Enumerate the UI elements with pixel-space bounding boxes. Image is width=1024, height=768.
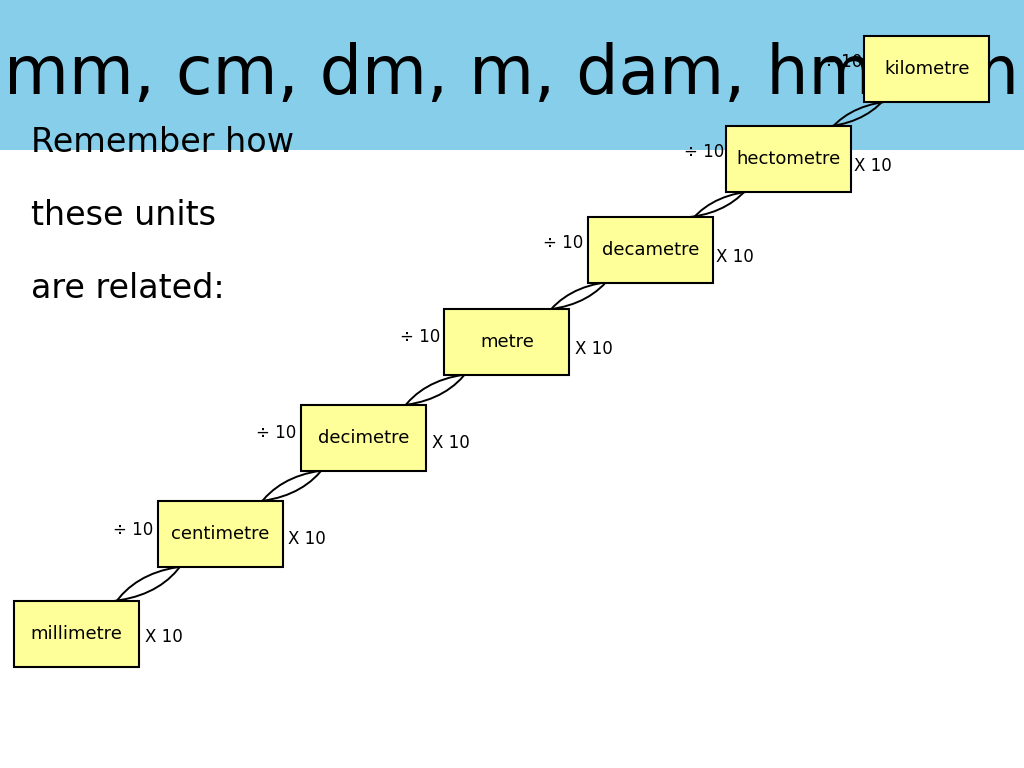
FancyArrowPatch shape <box>97 502 202 602</box>
Text: mm, cm, dm, m, dam, hm, km: mm, cm, dm, m, dam, hm, km <box>4 42 1020 108</box>
FancyBboxPatch shape <box>588 217 713 283</box>
FancyBboxPatch shape <box>726 126 851 192</box>
Text: X 10: X 10 <box>145 628 182 646</box>
FancyArrowPatch shape <box>241 406 345 502</box>
Text: millimetre: millimetre <box>31 624 123 643</box>
Text: decimetre: decimetre <box>317 429 410 447</box>
FancyArrowPatch shape <box>384 310 488 406</box>
Text: centimetre: centimetre <box>171 525 269 543</box>
Text: metre: metre <box>480 333 534 351</box>
FancyArrowPatch shape <box>807 101 906 190</box>
Text: ÷ 10: ÷ 10 <box>684 143 724 161</box>
FancyArrowPatch shape <box>669 190 768 281</box>
Text: decametre: decametre <box>601 240 699 259</box>
Text: ÷ 10: ÷ 10 <box>399 327 440 346</box>
FancyBboxPatch shape <box>444 309 569 375</box>
Text: are related:: are related: <box>31 272 224 304</box>
FancyArrowPatch shape <box>809 38 908 127</box>
FancyBboxPatch shape <box>864 36 989 102</box>
FancyBboxPatch shape <box>301 405 426 471</box>
FancyBboxPatch shape <box>0 0 1024 150</box>
Text: X 10: X 10 <box>716 248 754 266</box>
Text: ÷ 10: ÷ 10 <box>113 521 154 539</box>
Text: kilometre: kilometre <box>884 60 970 78</box>
Text: X 10: X 10 <box>289 530 326 548</box>
Text: ÷ 10: ÷ 10 <box>256 423 297 442</box>
Text: hectometre: hectometre <box>736 150 841 168</box>
FancyBboxPatch shape <box>14 601 139 667</box>
FancyArrowPatch shape <box>525 281 630 373</box>
Text: X 10: X 10 <box>575 339 612 358</box>
FancyArrowPatch shape <box>382 373 486 469</box>
Text: these units: these units <box>31 199 216 231</box>
FancyArrowPatch shape <box>671 127 770 218</box>
FancyArrowPatch shape <box>95 565 200 665</box>
Text: X 10: X 10 <box>432 434 469 452</box>
Text: Remember how: Remember how <box>31 126 294 158</box>
Text: ÷ 10: ÷ 10 <box>822 52 862 71</box>
FancyArrowPatch shape <box>527 218 632 310</box>
Text: ÷ 10: ÷ 10 <box>543 233 584 252</box>
FancyBboxPatch shape <box>158 501 283 567</box>
Text: X 10: X 10 <box>854 157 892 176</box>
FancyArrowPatch shape <box>239 469 343 565</box>
